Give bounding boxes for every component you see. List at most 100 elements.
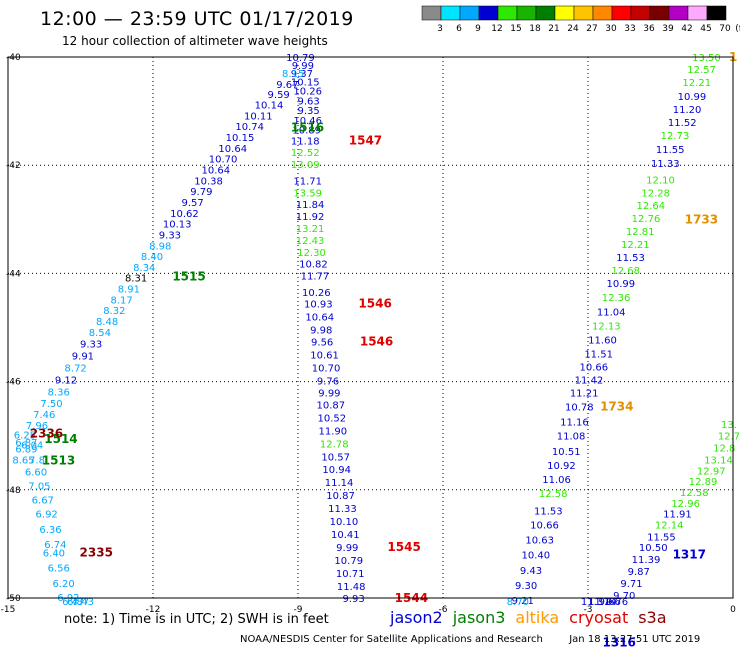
wave-height-point: 11.33 <box>651 159 680 170</box>
wave-height-point: 11.06 <box>542 475 571 486</box>
pass-time-label: 1515 <box>172 270 205 284</box>
wave-height-point: 11.08 <box>557 432 586 443</box>
wave-height-point: 9.21 <box>512 596 534 607</box>
wave-height-point: 13. <box>721 420 737 431</box>
wave-height-point: 9.79 <box>190 187 212 198</box>
wave-height-point: 11.91 <box>663 510 692 521</box>
wave-height-point: 10.26 <box>302 288 331 299</box>
wave-height-point: 8.65 <box>12 456 34 467</box>
wave-height-point: 9.63 <box>298 96 320 107</box>
axis-tick-labels: -15 -12 -9 -6 -3 0 -40 -42 -44 -46 -48 -50 <box>1 53 736 615</box>
pass-time-label: 2336 <box>30 427 63 441</box>
credit-text: NOAA/NESDIS Center for Satellite Applica… <box>240 634 543 645</box>
x-tick-label: -9 <box>294 605 303 615</box>
wave-height-point: 12.13 <box>592 321 621 332</box>
wave-height-point: 12.10 <box>646 175 675 186</box>
wave-height-point: 12.89 <box>689 477 718 488</box>
wave-height-point: 10.14 <box>255 101 284 112</box>
scale-swatch <box>516 5 537 21</box>
wave-height-point: 12.21 <box>682 78 711 89</box>
scale-swatch <box>573 5 594 21</box>
wave-height-point: 6.74 <box>44 540 66 551</box>
scale-swatch <box>649 5 670 21</box>
wave-height-point: 10.64 <box>202 166 231 177</box>
wave-height-values: 10.799.999.3710.1510.269.639.3510.4610.8… <box>12 53 740 608</box>
pass-time-label: 1514 <box>44 432 77 446</box>
wave-height-point: 10.66 <box>579 362 608 373</box>
scale-label: 6 <box>456 24 462 34</box>
pass-time-label: 1546 <box>360 335 393 349</box>
wave-height-point: 9.76 <box>606 597 628 608</box>
wave-height-point: 13.59 <box>293 188 322 199</box>
wave-height-point: 10.40 <box>521 551 550 562</box>
wave-height-point: 10.89 <box>292 125 321 136</box>
wave-height-point: 13.21 <box>296 224 325 235</box>
wave-height-point: 10.99 <box>607 279 636 290</box>
wave-height-point: 7.05 <box>28 481 50 492</box>
x-tick-label: -3 <box>584 605 593 615</box>
wave-height-point: 9.99 <box>318 388 340 399</box>
wave-height-point: 12.28 <box>641 188 670 199</box>
wave-height-point: 6.36 <box>39 525 61 536</box>
scale-swatch <box>706 5 727 21</box>
pass-time-label: 1316 <box>603 635 636 649</box>
wave-height-point: 10.10 <box>330 517 359 528</box>
wave-height-point: 6.92 <box>36 510 58 521</box>
wave-height-point: 9.71 <box>620 579 642 590</box>
wave-height-point: 12.57 <box>687 65 716 76</box>
wave-height-point: 12.78 <box>320 439 349 450</box>
scale-swatch <box>478 5 499 21</box>
wave-height-point: 12.96 <box>671 499 700 510</box>
y-tick-label: -42 <box>6 161 21 171</box>
wave-height-point: 8.34 <box>133 263 155 274</box>
scale-label: 70 <box>719 24 731 34</box>
wave-height-point: 10.70 <box>209 155 238 166</box>
x-tick-label: -6 <box>439 605 448 615</box>
wave-height-point: 10.50 <box>639 543 668 554</box>
wave-height-point: 11.33 <box>328 504 357 515</box>
wave-height-point: 9.37 <box>291 69 313 80</box>
wave-height-point: 12.21 <box>621 240 650 251</box>
wave-height-point: 10.46 <box>293 116 322 127</box>
wave-height-point: 6.89 <box>15 445 37 456</box>
wave-height-point: 7.46 <box>33 410 55 421</box>
wave-height-point: 11.20 <box>673 105 702 116</box>
wave-height-point: 10.26 <box>293 87 322 98</box>
wave-height-point: 8.17 <box>110 295 132 306</box>
pass-time-label: 1734 <box>600 399 633 413</box>
chart-subtitle: 12 hour collection of altimeter wave hei… <box>62 34 328 48</box>
wave-height-point: 11.37 <box>581 597 610 608</box>
wave-height-point: 9.33 <box>80 340 102 351</box>
wave-height-point: 11.55 <box>656 145 685 156</box>
x-tick-label: -15 <box>1 605 16 615</box>
wave-height-point: 13.09 <box>291 160 320 171</box>
scale-label: 36 <box>643 24 655 34</box>
scale-label: 15 <box>510 24 521 34</box>
wave-height-point: 9.56 <box>311 338 333 349</box>
wave-height-point: 11.39 <box>632 555 661 566</box>
plot-frame <box>7 56 734 599</box>
y-tick-label: -44 <box>6 269 21 279</box>
wave-height-point: 10.11 <box>244 111 273 122</box>
wave-height-point: 9.59 <box>268 90 290 101</box>
wave-height-point: 11.48 <box>337 582 366 593</box>
scale-label: 9 <box>475 24 481 34</box>
wave-height-point: 11.71 <box>293 176 322 187</box>
wave-height-point: 9.76 <box>317 377 339 388</box>
wave-height-point: 10.78 <box>565 402 594 413</box>
wave-height-point: 6.56 <box>48 564 70 575</box>
wave-height-point: 10.52 <box>318 413 347 424</box>
pass-time-label: 2335 <box>80 546 113 560</box>
wave-height-point: 11.16 <box>560 418 589 429</box>
wave-height-point: 10.15 <box>226 133 255 144</box>
x-tick-label: 0 <box>730 605 736 615</box>
wave-height-point: 6.87 <box>67 597 89 608</box>
wave-height-point: 9.70 <box>613 591 635 602</box>
x-tick-label: -12 <box>146 605 161 615</box>
pass-time-label: 1546 <box>358 297 391 311</box>
legend-altika: altika <box>515 608 560 627</box>
wave-height-point: 7.43 <box>72 597 94 608</box>
y-tick-label: -46 <box>6 378 21 388</box>
